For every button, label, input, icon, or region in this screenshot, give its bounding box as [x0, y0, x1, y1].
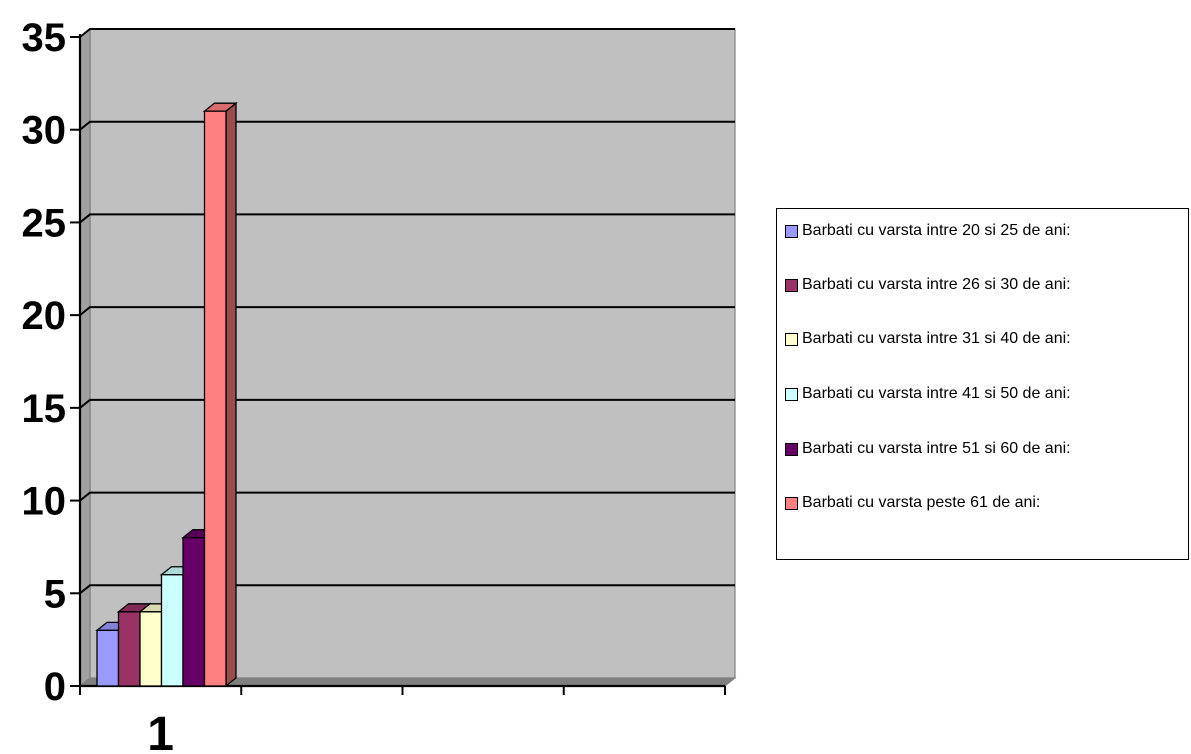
legend-item: Barbati cu varsta intre 26 si 30 de ani: — [785, 275, 1071, 295]
legend-label: Barbati cu varsta intre 20 si 25 de ani: — [802, 222, 1071, 239]
gridline — [79, 306, 735, 316]
bar-6 — [202, 101, 238, 688]
legend-item: Barbati cu varsta intre 31 si 40 de ani: — [785, 329, 1071, 349]
y-tick-label: 30 — [22, 109, 67, 153]
gridline — [79, 213, 735, 224]
legend-item: Barbati cu varsta intre 51 si 60 de ani: — [785, 439, 1071, 459]
legend-swatch — [785, 496, 798, 510]
legend-swatch — [785, 224, 798, 238]
legend-swatch — [785, 387, 798, 401]
legend-label: Barbati cu varsta peste 61 de ani: — [802, 494, 1041, 511]
gridline — [79, 491, 735, 502]
y-tick-label: 35 — [22, 16, 67, 60]
bar-front — [117, 611, 141, 687]
legend-item: Barbati cu varsta intre 20 si 25 de ani: — [785, 221, 1071, 241]
x-tick-label: 1 — [147, 708, 174, 754]
gridline — [79, 28, 735, 38]
legend-item: Barbati cu varsta intre 41 si 50 de ani: — [785, 384, 1071, 404]
y-tick-label: 25 — [22, 201, 67, 245]
y-tick-label: 20 — [22, 294, 67, 338]
legend-item: Barbati cu varsta peste 61 de ani: — [785, 493, 1040, 513]
gridline — [79, 398, 735, 409]
y-tick-label: 10 — [22, 480, 67, 524]
y-tick-label: 0 — [44, 665, 66, 709]
y-tick-label: 15 — [22, 387, 67, 431]
bar-side — [225, 101, 237, 688]
legend-label: Barbati cu varsta intre 26 si 30 de ani: — [802, 276, 1071, 293]
y-tick-label: 5 — [44, 572, 66, 616]
bar-front — [96, 629, 120, 687]
bar-front — [182, 537, 206, 687]
legend-swatch — [785, 442, 798, 456]
legend-swatch — [785, 278, 798, 292]
legend-swatch — [785, 332, 798, 346]
gridline — [79, 584, 735, 595]
bar-front — [160, 574, 184, 687]
legend-label: Barbati cu varsta intre 31 si 40 de ani: — [802, 330, 1071, 347]
legend-label: Barbati cu varsta intre 51 si 60 de ani: — [802, 440, 1071, 457]
gridline — [79, 120, 735, 131]
bar-front — [139, 611, 163, 687]
legend: Barbati cu varsta intre 20 si 25 de ani:… — [776, 208, 1189, 560]
legend-label: Barbati cu varsta intre 41 si 50 de ani: — [802, 385, 1071, 402]
bar-front — [203, 110, 227, 687]
